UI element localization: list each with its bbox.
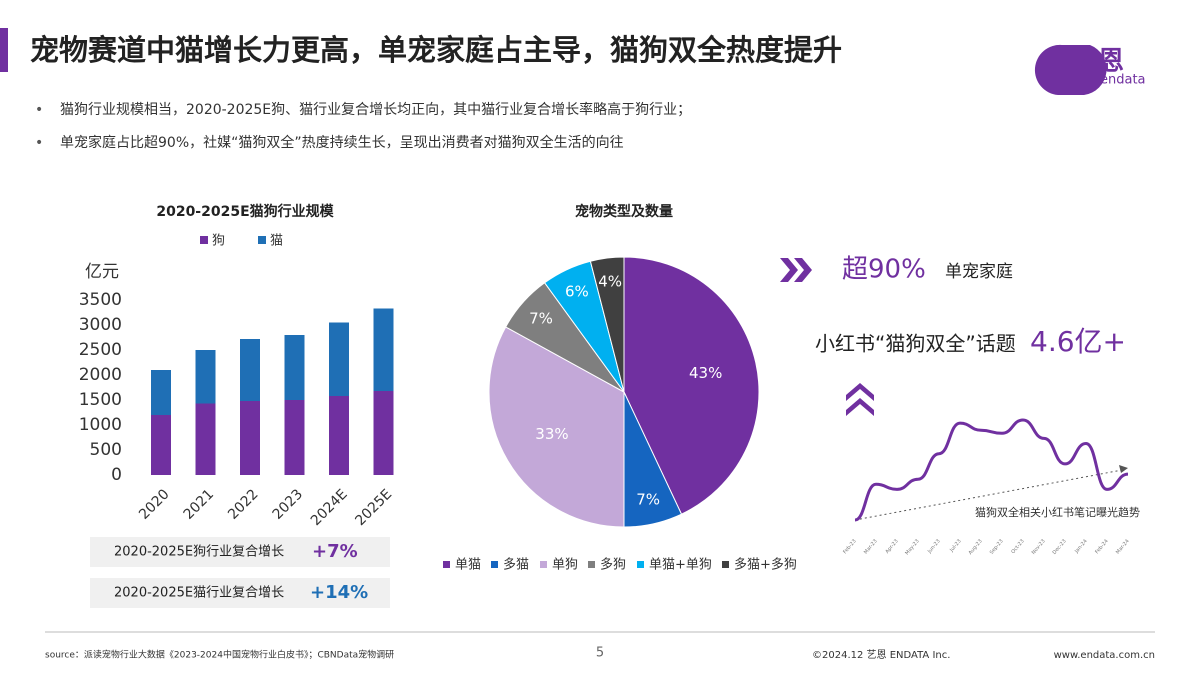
y-tick-label: 500 <box>90 440 122 460</box>
legend-swatch <box>258 236 266 244</box>
x-tick-label: Feb-24 <box>1094 538 1110 555</box>
bar-segment <box>151 415 171 475</box>
y-tick-label: 2500 <box>79 340 122 360</box>
bar-segment <box>284 400 305 475</box>
slice-label: 7% <box>529 309 553 327</box>
chart-title: 宠物类型及数量 <box>575 203 673 220</box>
x-tick-label: 2024E <box>308 486 351 529</box>
bar-segment <box>195 350 216 404</box>
legend-label: 猫 <box>270 234 283 249</box>
x-tick-label: Dec-23 <box>1052 538 1068 556</box>
legend-swatch <box>540 561 547 568</box>
growth-box <box>90 537 390 567</box>
callout-label: 小红书“猫狗双全”话题 <box>815 332 1016 356</box>
page-number: 5 <box>596 646 604 661</box>
x-tick-label: Sep-23 <box>989 538 1005 555</box>
source: source：派读宠物行业大数据《2023-2024中国宠物行业白皮书》；CBN… <box>45 649 394 661</box>
growth-value: +14% <box>310 582 368 603</box>
x-tick-label: 2022 <box>225 486 262 523</box>
slice-label: 4% <box>598 273 622 291</box>
pie-slice <box>589 256 625 393</box>
x-tick-label: 2023 <box>270 486 307 523</box>
slice-label: 6% <box>565 282 589 300</box>
legend-label: 多猫+多狗 <box>734 557 797 573</box>
bar-segment <box>240 401 260 475</box>
callout-value: 超90% <box>842 255 926 285</box>
trend-arrow <box>854 469 1123 521</box>
bar-segment <box>329 396 349 475</box>
trend-arrowhead <box>1119 465 1128 473</box>
bar-segment <box>151 370 171 415</box>
bar-segment <box>284 335 305 400</box>
bar-segment <box>329 322 349 396</box>
bullet-dot: • <box>35 135 43 151</box>
growth-box <box>90 578 390 608</box>
y-axis-label: 亿元 <box>85 262 119 282</box>
legend-label: 单狗 <box>552 558 578 573</box>
pie-slice <box>488 326 625 528</box>
x-tick-label: Mar-23 <box>863 538 879 555</box>
y-tick-label: 1000 <box>79 415 122 435</box>
legend-swatch <box>491 561 498 568</box>
callout-value: 4.6亿+ <box>1030 325 1126 358</box>
logo-mark <box>1034 44 1107 95</box>
callout-label: 单宠家庭 <box>945 262 1013 282</box>
url: www.endata.com.cn <box>1054 650 1155 661</box>
bullet: 猫狗行业规模相当，2020-2025E狗、猫行业复合增长均正向，其中猫行业复合增… <box>60 101 691 118</box>
legend-swatch <box>722 561 729 568</box>
bar-segment <box>373 308 394 391</box>
y-tick-label: 2000 <box>79 365 122 385</box>
pie-slice <box>623 256 760 515</box>
bullet-dot: • <box>35 102 43 118</box>
y-tick-label: 3000 <box>79 315 122 335</box>
legend-swatch <box>443 561 450 568</box>
y-tick-label: 0 <box>111 465 122 485</box>
x-tick-label: Jan-24 <box>1073 538 1088 555</box>
logo-text: 艺恩 <box>1072 47 1124 77</box>
x-tick-label: 2021 <box>181 486 218 523</box>
x-tick-label: 2020 <box>136 486 173 523</box>
x-tick-label: May-23 <box>904 538 920 556</box>
legend-label: 多猫 <box>503 557 529 573</box>
line-caption: 猫狗双全相关小红书笔记曝光趋势 <box>975 505 1140 519</box>
x-tick-label: Oct-23 <box>1010 538 1025 555</box>
legend-label: 狗 <box>212 234 225 249</box>
slide-title: 宠物赛道中猫增长力更高，单宠家庭占主导，猫狗双全热度提升 <box>30 33 842 67</box>
growth-value: +7% <box>312 541 358 562</box>
legend-swatch <box>637 561 644 568</box>
x-tick-label: Mar-24 <box>1115 538 1131 555</box>
growth-label: 2020-2025E猫行业复合增长 <box>114 586 284 601</box>
chart-title: 2020-2025E猫狗行业规模 <box>156 203 334 220</box>
y-tick-label: 3500 <box>79 290 122 310</box>
y-tick-label: 1500 <box>79 390 122 410</box>
x-tick-label: Feb-23 <box>842 538 858 555</box>
chevron-up <box>846 383 874 416</box>
legend-label: 单猫+单狗 <box>649 558 712 573</box>
chevron <box>780 258 812 282</box>
bullet: 单宠家庭占比超90%，社媒“猫狗双全”热度持续生长，呈现出消费者对猫狗双全生活的… <box>60 134 624 151</box>
x-tick-label: Jun-23 <box>926 538 942 555</box>
legend-label: 单猫 <box>455 558 481 573</box>
x-tick-label: Aug-23 <box>968 538 984 556</box>
copyright: ©2024.12 艺恩 ENDATA Inc. <box>812 649 950 661</box>
x-tick-label: 2025E <box>352 486 395 529</box>
bar-segment <box>373 391 394 475</box>
title-bar <box>0 28 8 72</box>
legend-label: 多狗 <box>600 557 626 573</box>
slice-label: 33% <box>535 425 568 443</box>
x-tick-label: Apr-23 <box>884 538 899 554</box>
slice-label: 43% <box>689 364 722 382</box>
legend-swatch <box>200 236 208 244</box>
trend-line <box>854 418 1129 522</box>
x-tick-label: Nov-23 <box>1031 538 1047 555</box>
x-tick-label: Jul-23 <box>948 538 962 554</box>
bar-segment <box>240 339 260 401</box>
legend-swatch <box>588 561 595 568</box>
growth-label: 2020-2025E狗行业复合增长 <box>114 545 284 560</box>
logo-sub: endata <box>1100 73 1146 88</box>
slice-label: 7% <box>636 491 660 509</box>
bar-segment <box>195 403 216 475</box>
